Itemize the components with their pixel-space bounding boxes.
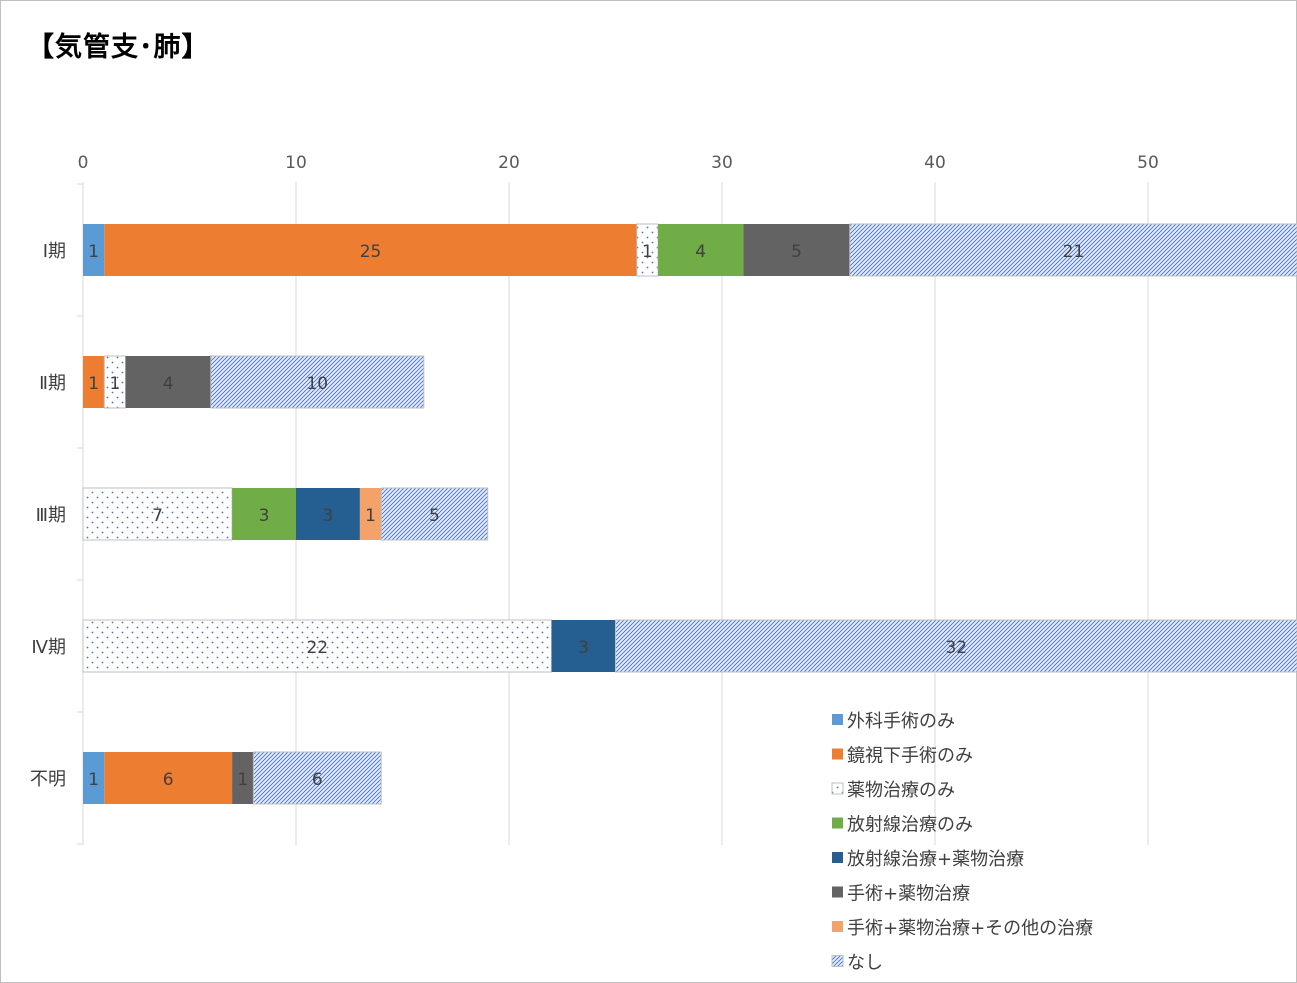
data-label: 7 (152, 506, 163, 526)
legend-swatch (832, 817, 843, 829)
legend-swatch (832, 886, 843, 898)
data-label: 1 (88, 242, 99, 262)
bar-segment (849, 223, 1297, 277)
data-label: 6 (163, 770, 174, 790)
bar-segment (104, 752, 233, 804)
x-tick-label: 40 (924, 153, 946, 173)
chart-title: 【気管支･肺】 (27, 32, 210, 63)
data-label: 3 (259, 506, 270, 526)
data-label: 22 (306, 638, 328, 658)
x-tick-label: 0 (78, 153, 89, 173)
legend-swatch (832, 852, 843, 863)
data-label: 3 (323, 506, 334, 526)
data-label: 5 (429, 506, 440, 526)
data-label: 1 (88, 770, 99, 790)
bar-segment (359, 488, 382, 540)
data-label: 32 (945, 638, 967, 658)
legend-label: 放射線治療+薬物治療 (847, 849, 1024, 870)
data-label: 6 (312, 770, 323, 790)
bar-segment (83, 752, 105, 804)
legend-label: 放射線治療のみ (847, 815, 973, 836)
legend-swatch (831, 782, 844, 795)
legend-label: 外科手術のみ (847, 711, 955, 732)
bar-segment (82, 487, 233, 541)
bar-segment (232, 488, 296, 540)
category-label: 不明 (30, 769, 66, 790)
category-label: Ⅳ期 (31, 637, 66, 658)
bar-segment (82, 619, 553, 673)
legend-label: 手術+薬物治療+その他の治療 (847, 918, 1093, 939)
x-tick-label: 50 (1137, 153, 1159, 173)
bar-segment (125, 356, 211, 408)
legend-label: なし (847, 953, 883, 974)
legend-label: 鏡視下手術のみ (847, 746, 973, 767)
x-tick-label: 20 (498, 153, 520, 173)
bar-segment (104, 224, 637, 276)
category-label: Ⅰ期 (43, 241, 66, 262)
legend-swatch (831, 955, 844, 967)
bar-segment (232, 752, 254, 804)
x-tick-label: 10 (285, 153, 307, 173)
legend-swatch (832, 714, 843, 725)
bar-segment (743, 224, 850, 276)
data-label: 10 (306, 374, 328, 394)
data-label: 1 (237, 770, 248, 790)
bar-segment (252, 751, 382, 805)
data-label: 1 (110, 374, 121, 394)
data-label: 4 (695, 242, 706, 262)
legend-swatch (832, 748, 843, 760)
data-label: 1 (642, 242, 653, 262)
legend-label: 薬物治療のみ (847, 780, 955, 801)
data-label: 1 (365, 506, 376, 526)
bar-segment (658, 224, 744, 276)
bar-segment (210, 355, 425, 409)
bar-segment (551, 620, 616, 672)
data-label: 21 (1063, 242, 1085, 262)
data-label: 25 (360, 242, 382, 262)
legend-swatch (832, 921, 843, 932)
x-tick-label: 30 (711, 153, 733, 173)
bar-segment (83, 224, 105, 276)
data-label: 4 (163, 374, 174, 394)
category-label: Ⅲ期 (36, 505, 66, 526)
legend-label: 手術+薬物治療 (847, 884, 970, 905)
data-label: 3 (578, 638, 589, 658)
bar-segment (380, 487, 489, 541)
category-label: Ⅱ期 (39, 373, 66, 394)
bar-segment (615, 619, 1297, 673)
bar-segment (296, 488, 360, 540)
bar-segment (83, 356, 105, 408)
data-label: 1 (88, 374, 99, 394)
data-label: 5 (791, 242, 802, 262)
